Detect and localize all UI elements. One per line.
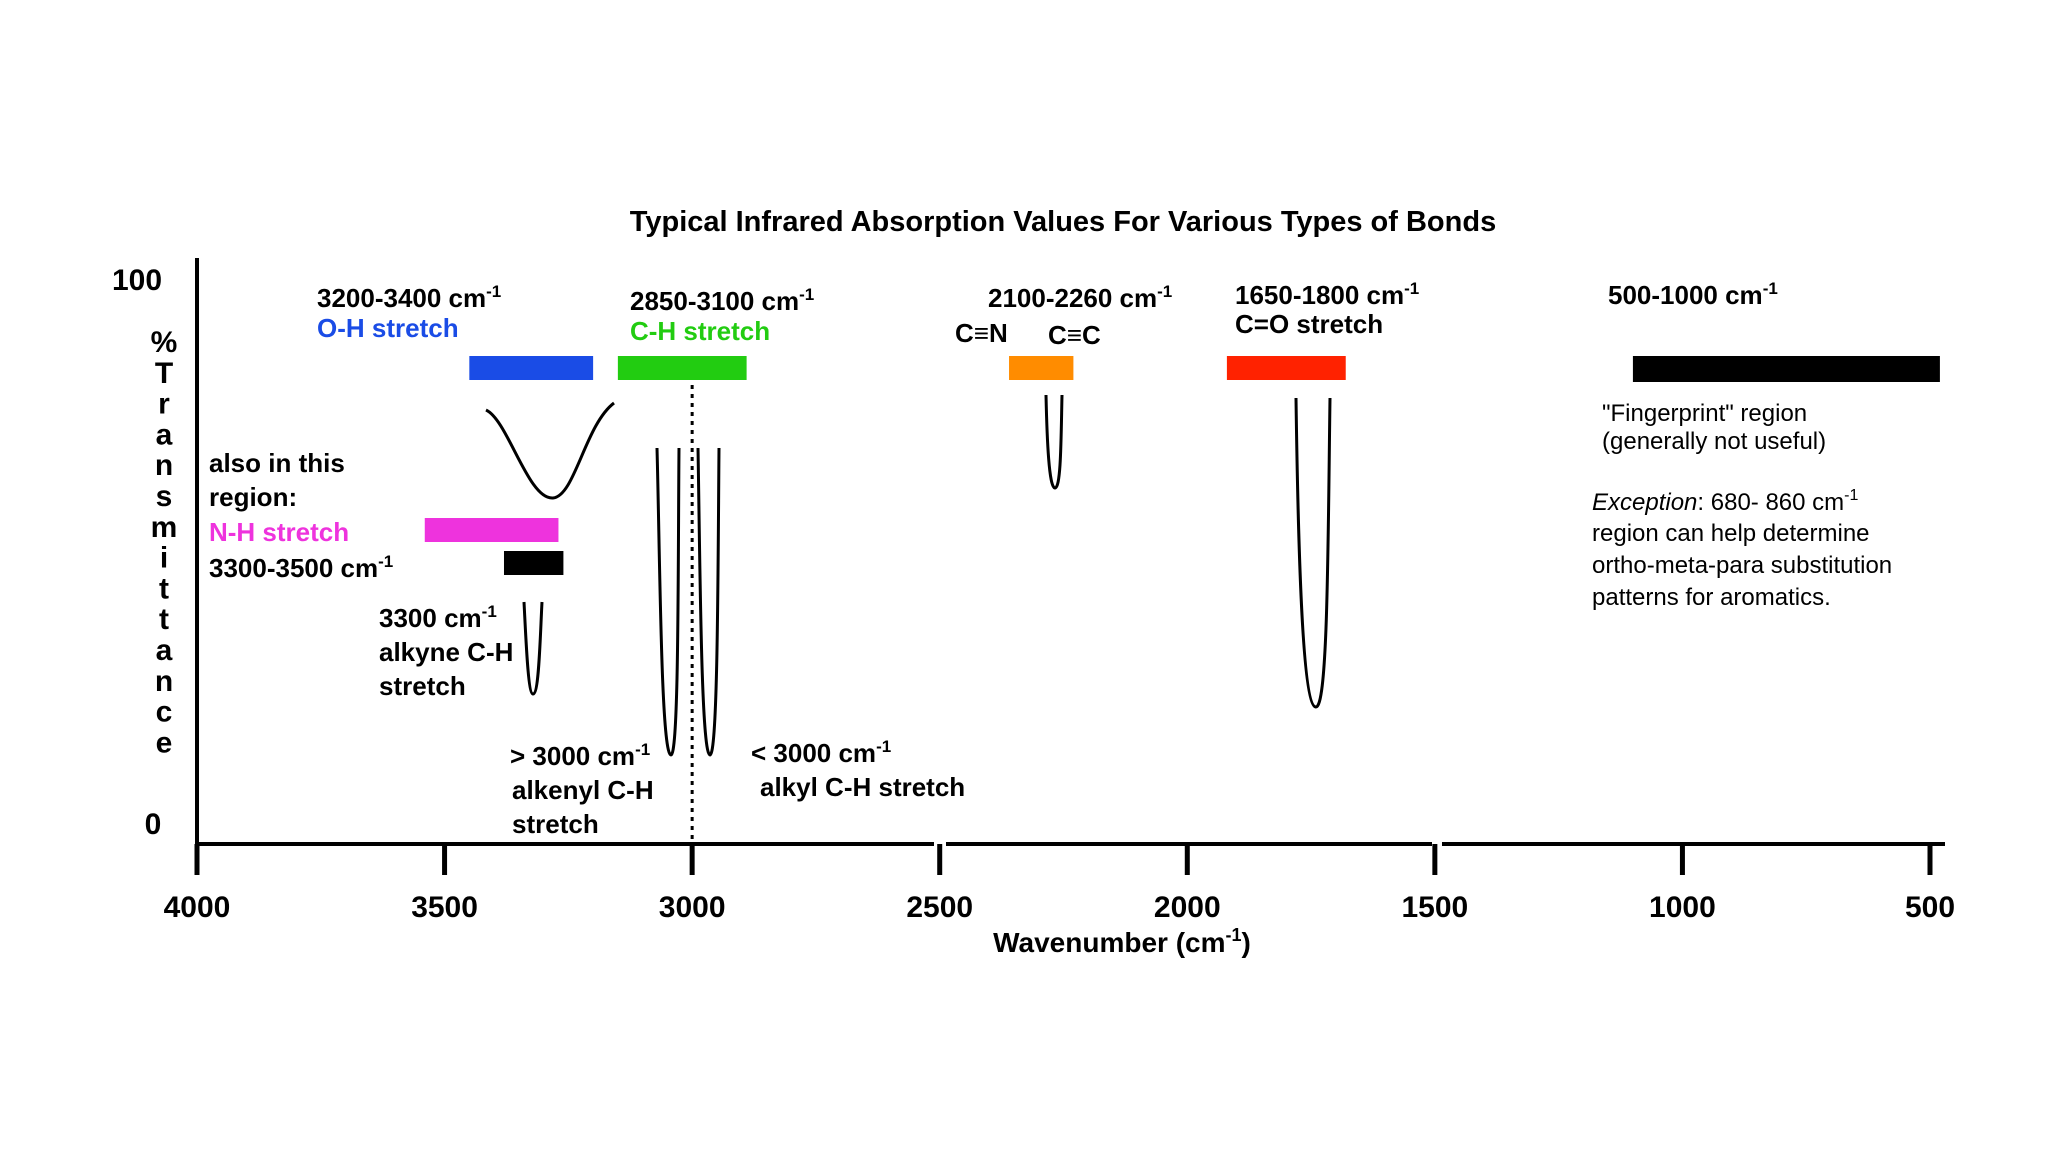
fp-note-1: "Fingerprint" region	[1602, 400, 1807, 427]
y-tick-0: 0	[145, 808, 162, 841]
band-bar	[1226, 356, 1346, 380]
band-bar	[424, 518, 559, 542]
alkyl-label-1: < 3000 cm-1	[751, 737, 891, 768]
y-axis-label-letter: n	[155, 449, 173, 482]
band-bar	[469, 356, 594, 380]
fp-note-2: (generally not useful)	[1602, 428, 1826, 455]
y-axis-label-letter: r	[158, 388, 170, 421]
nh-name-label: N-H stretch	[209, 517, 349, 547]
x-tick-label: 1000	[1649, 891, 1716, 924]
x-tick-label: 2500	[906, 891, 973, 924]
band-bar	[1009, 356, 1074, 380]
alkenyl-label-2: alkenyl C-H	[512, 775, 654, 805]
oh-name-label: O-H stretch	[317, 313, 459, 343]
ch-name-label: C-H stretch	[630, 316, 770, 346]
y-tick-100: 100	[112, 264, 162, 297]
y-axis-label-letter: e	[156, 726, 173, 759]
y-axis-label-letter: a	[156, 634, 173, 667]
peak-carbonyl	[1294, 397, 1332, 709]
alkyne-label-1: 3300 cm-1	[379, 602, 497, 633]
x-axis-label: Wavenumber (cm-1)	[993, 925, 1251, 958]
exception-line-3: ortho-meta-para substitution	[1592, 552, 1892, 579]
y-axis-label-letter: m	[151, 511, 178, 544]
x-tick-label: 4000	[164, 891, 231, 924]
x-tick-label: 3500	[411, 891, 478, 924]
peak-alkenyl-2	[696, 447, 721, 757]
y-axis-label-letter: i	[160, 542, 168, 575]
cc-label: C≡C	[1048, 320, 1101, 350]
x-ticks	[194, 844, 1933, 875]
y-axis-label-letter: c	[156, 696, 173, 729]
peak-triple-bond	[1044, 394, 1064, 490]
co-name-label: C=O stretch	[1235, 309, 1383, 339]
absorption-peaks	[485, 394, 1332, 757]
y-axis-label-letter: t	[159, 603, 169, 636]
x-tick-label: 2000	[1154, 891, 1221, 924]
alkenyl-label-1: > 3000 cm-1	[510, 740, 650, 771]
exception-line-2: region can help determine	[1592, 520, 1870, 547]
alkyl-label-2: alkyl C-H stretch	[760, 772, 965, 802]
peak-alkyne	[522, 601, 544, 696]
x-tick-label: 500	[1905, 891, 1955, 924]
band-bar	[617, 356, 747, 380]
alkyne-label-2: alkyne C-H	[379, 637, 513, 667]
x-tick-labels: 4000 3500 3000 2500 2000 1500 1000 500	[164, 891, 1955, 924]
peak-oh	[485, 401, 615, 500]
co-range-label: 1650-1800 cm-1	[1235, 279, 1419, 310]
band-bar	[503, 551, 564, 575]
also-label-1: also in this	[209, 448, 345, 478]
alkyne-label-3: stretch	[379, 671, 466, 701]
y-axis-label-letter: s	[156, 480, 173, 513]
y-axis-label-letter: T	[155, 357, 173, 390]
cn-label: C≡N	[955, 318, 1008, 348]
oh-range-label: 3200-3400 cm-1	[317, 282, 501, 313]
y-axis-label-letter: n	[155, 665, 173, 698]
band-bars	[424, 356, 1940, 575]
exception-line-1: Exception: 680- 860 cm-1	[1592, 487, 1858, 516]
triple-range-label: 2100-2260 cm-1	[988, 282, 1172, 313]
alkenyl-label-3: stretch	[512, 809, 599, 839]
fp-range-label: 500-1000 cm-1	[1608, 279, 1778, 310]
nh-range-label: 3300-3500 cm-1	[209, 552, 393, 583]
also-label-2: region:	[209, 482, 297, 512]
x-tick-label: 1500	[1401, 891, 1468, 924]
ch-range-label: 2850-3100 cm-1	[630, 285, 814, 316]
peak-alkenyl-1	[655, 447, 681, 757]
y-axis-label-letter: a	[156, 418, 173, 451]
y-axis-label-letter: %	[151, 326, 178, 359]
band-bar	[1632, 356, 1940, 382]
exception-line-4: patterns for aromatics.	[1592, 584, 1831, 611]
chart-title: Typical Infrared Absorption Values For V…	[630, 206, 1496, 238]
y-axis-label-letter: t	[159, 572, 169, 605]
x-tick-label: 3000	[659, 891, 726, 924]
